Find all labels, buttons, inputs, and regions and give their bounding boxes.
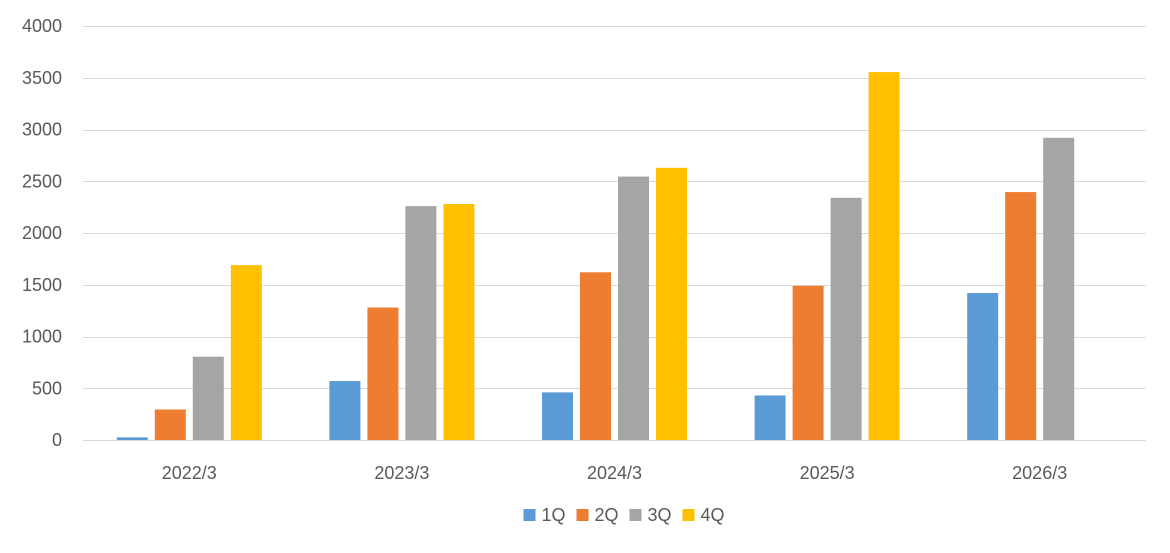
bar-1q-2023/3 [329, 381, 361, 440]
x-tick-label: 2026/3 [1012, 463, 1067, 483]
x-tick-label: 2022/3 [162, 463, 217, 483]
y-tick-label: 1000 [22, 327, 62, 347]
legend-label: 2Q [595, 505, 619, 525]
bar-3q-2025/3 [830, 197, 862, 440]
bar-4q-2025/3 [868, 72, 900, 440]
bar-2q-2026/3 [1005, 192, 1037, 440]
legend-label: 1Q [542, 505, 566, 525]
bar-2q-2024/3 [580, 272, 611, 440]
bar-1q-2025/3 [754, 395, 786, 440]
legend-swatch [523, 509, 536, 521]
y-tick-label: 3000 [22, 120, 62, 140]
bar-1q-2026/3 [967, 293, 999, 440]
legend-label: 4Q [701, 505, 725, 525]
y-tick-label: 500 [32, 378, 62, 398]
bar-4q-2024/3 [656, 167, 687, 441]
bar-3q-2023/3 [405, 206, 437, 440]
x-tick-label: 2023/3 [374, 463, 429, 483]
bar-2q-2022/3 [154, 409, 186, 440]
bar-3q-2026/3 [1043, 137, 1075, 441]
bar-3q-2022/3 [192, 356, 224, 440]
y-tick-label: 2000 [22, 223, 62, 243]
legend-item-1q: 1Q [523, 505, 566, 525]
legend: 1Q 2Q 3Q 4Q [523, 505, 725, 525]
x-tick-label: 2025/3 [800, 463, 855, 483]
bar-4q-2022/3 [230, 265, 262, 440]
bars [116, 72, 1075, 441]
y-tick-label: 2500 [22, 171, 62, 191]
x-tick-label: 2024/3 [587, 463, 642, 483]
y-tick-label: 1500 [22, 275, 62, 295]
y-tick-label: 4000 [22, 16, 62, 36]
bar-2q-2023/3 [367, 307, 399, 440]
legend-item-2q: 2Q [576, 505, 619, 525]
bar-4q-2023/3 [443, 204, 475, 440]
legend-item-3q: 3Q [629, 505, 672, 525]
legend-swatch [576, 509, 589, 521]
bar-1q-2024/3 [542, 392, 573, 440]
legend-swatch [629, 509, 642, 521]
legend-label: 3Q [648, 505, 672, 525]
y-tick-label: 3500 [22, 68, 62, 88]
x-axis-ticks: 2022/3 2023/3 2024/3 2025/3 2026/3 [162, 463, 1067, 483]
legend-item-4q: 4Q [682, 505, 725, 525]
y-tick-label: 0 [52, 430, 62, 450]
bar-3q-2024/3 [618, 176, 649, 440]
y-axis-ticks: 0 500 1000 1500 2000 2500 3000 3500 4000 [22, 16, 62, 450]
bar-1q-2022/3 [116, 437, 148, 440]
bar-2q-2025/3 [792, 285, 824, 440]
legend-swatch [682, 509, 695, 521]
